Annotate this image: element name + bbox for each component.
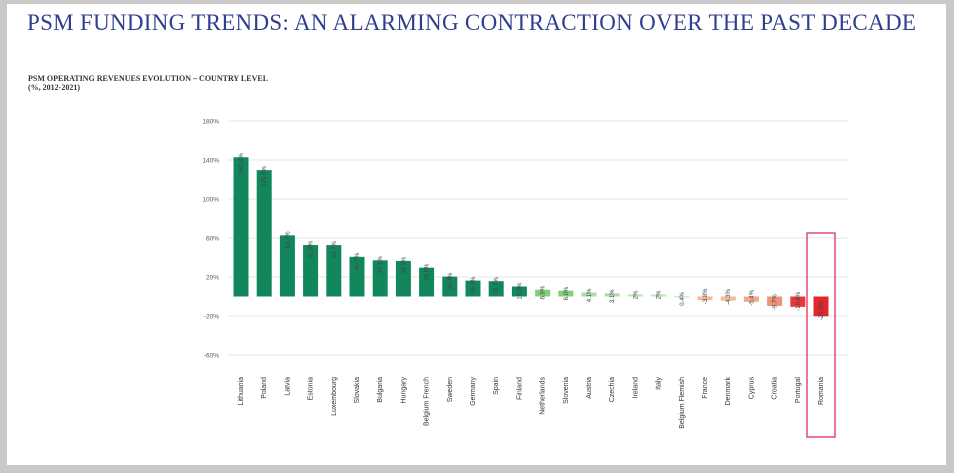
x-tick-label: Spain <box>493 377 500 395</box>
bar <box>697 296 713 301</box>
x-tick-label: Netherlands <box>540 377 547 415</box>
bar <box>720 296 736 301</box>
x-tick-label: Latvia <box>284 377 291 396</box>
bar <box>581 292 597 297</box>
x-tick-label: Belgium Flemish <box>679 377 686 429</box>
bar <box>488 281 504 297</box>
data-label: 52.8% <box>309 240 315 258</box>
y-tick-label: 60% <box>206 236 219 243</box>
x-tick-label: France <box>702 377 709 399</box>
data-label: 10.2% <box>517 282 523 300</box>
x-tick-label: Romania <box>818 377 825 405</box>
bar <box>279 235 295 297</box>
x-tick-label: Lithuania <box>238 377 245 406</box>
x-tick-label: Finland <box>516 377 523 400</box>
data-label: 4.1% <box>587 288 593 302</box>
x-tick-label: Sweden <box>447 377 454 402</box>
bar <box>813 296 829 317</box>
data-label: 0.4% <box>680 291 686 305</box>
x-tick-label: Bulgaria <box>377 377 384 403</box>
bar <box>767 296 783 306</box>
x-tick-label: Austria <box>586 377 593 399</box>
slide-panel: PSM FUNDING TRENDS: AN ALARMING CONTRACT… <box>7 4 946 465</box>
data-label: -3.8% <box>703 288 709 304</box>
data-label: 16.3% <box>471 276 477 294</box>
y-tick-label: 20% <box>206 275 219 282</box>
x-tick-label: Estonia <box>308 377 315 400</box>
data-label: -5.4% <box>749 289 755 305</box>
x-tick-label: Luxembourg <box>331 377 338 416</box>
bar <box>349 256 365 297</box>
bar <box>395 260 411 297</box>
data-label: 3.1% <box>610 289 616 303</box>
x-tick-label: Portugal <box>795 377 802 404</box>
bar <box>326 245 342 297</box>
bar <box>558 290 574 297</box>
y-tick-label: -20% <box>204 314 219 321</box>
bar <box>511 286 527 297</box>
bar <box>303 245 319 297</box>
data-label: 6.9% <box>541 285 547 299</box>
bar <box>790 296 806 307</box>
highlight-box <box>806 232 836 438</box>
bar <box>465 280 481 297</box>
x-tick-label: Belgium French <box>424 377 431 426</box>
x-tick-label: Croatia <box>772 377 779 400</box>
x-tick-label: Cyprus <box>748 377 755 400</box>
bar <box>674 296 690 298</box>
x-tick-label: Czechia <box>609 377 616 402</box>
data-label: 40.7% <box>355 252 361 270</box>
x-tick-label: Italy <box>656 377 663 390</box>
x-tick-label: Denmark <box>725 377 732 406</box>
bar <box>442 276 458 297</box>
data-label: 2% <box>633 290 639 299</box>
bar <box>627 294 643 297</box>
data-label: 15.7% <box>494 277 500 295</box>
data-label: 2% <box>657 290 663 299</box>
data-label: 142.8% <box>239 153 245 174</box>
y-tick-label: 140% <box>202 158 219 165</box>
data-label: 129.6% <box>262 165 268 186</box>
data-label: 37.1% <box>378 256 384 274</box>
data-label: 36.5% <box>401 256 407 274</box>
y-tick-label: -60% <box>204 353 219 360</box>
bar <box>256 170 272 297</box>
bar <box>535 289 551 297</box>
bar <box>651 294 667 297</box>
data-label: -20.3% <box>819 301 825 321</box>
bar <box>419 267 435 297</box>
page-title: PSM FUNDING TRENDS: AN ALARMING CONTRACT… <box>27 10 917 35</box>
data-label: 6.0% <box>564 286 570 300</box>
data-label: 29.6% <box>425 263 431 281</box>
data-label: 20.4% <box>448 272 454 290</box>
bar <box>604 293 620 297</box>
chart-subtitle: PSM OPERATING REVENUES EVOLUTION – COUNT… <box>28 74 269 83</box>
data-label: -4.3% <box>726 288 732 304</box>
x-tick-label: Slovenia <box>563 377 570 404</box>
chart-units: (%, 2012-2021) <box>28 83 80 92</box>
data-label: 62.7% <box>285 231 291 249</box>
bar <box>743 296 759 302</box>
data-label: -9.7% <box>773 294 779 310</box>
x-tick-label: Ireland <box>632 377 639 399</box>
x-tick-label: Slovakia <box>354 377 361 404</box>
data-label: -10.6% <box>796 291 802 311</box>
bar <box>372 260 388 297</box>
y-tick-label: 180% <box>202 119 219 126</box>
x-tick-label: Germany <box>470 377 477 406</box>
data-label: 52.7% <box>332 240 338 258</box>
x-tick-label: Hungary <box>400 377 407 404</box>
y-tick-label: 100% <box>202 197 219 204</box>
bar <box>233 157 249 297</box>
x-tick-label: Poland <box>261 377 268 399</box>
